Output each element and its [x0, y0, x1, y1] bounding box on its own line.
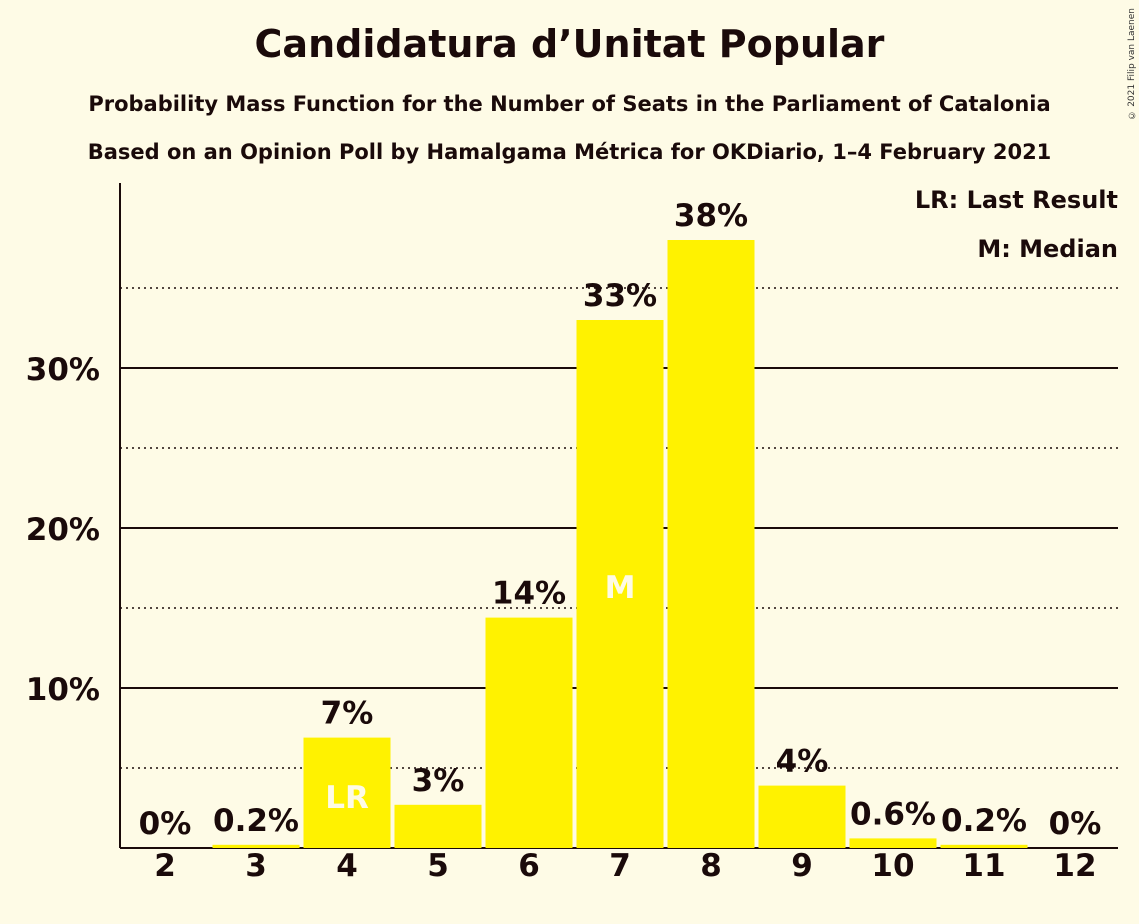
x-tick-label: 10 — [871, 848, 914, 884]
y-tick-label: 10% — [26, 672, 100, 708]
x-tick-label: 7 — [609, 848, 631, 884]
bar-value-label: 33% — [583, 278, 657, 314]
x-tick-label: 3 — [245, 848, 267, 884]
last-result-marker: LR — [325, 780, 369, 816]
x-tick-label: 4 — [336, 848, 358, 884]
bar — [212, 844, 300, 848]
bar — [485, 617, 573, 848]
bar-value-label: 0.6% — [850, 796, 936, 832]
x-tick-label: 11 — [962, 848, 1005, 884]
bar-value-label: 4% — [776, 744, 829, 780]
legend-median: M: Median — [977, 235, 1118, 263]
x-tick-label: 12 — [1053, 848, 1096, 884]
median-marker: M — [605, 570, 636, 606]
bar-value-label: 3% — [412, 763, 465, 799]
x-tick-label: 9 — [791, 848, 813, 884]
bar — [758, 785, 846, 848]
bar-value-label: 0% — [139, 806, 192, 842]
x-tick-label: 5 — [427, 848, 449, 884]
bar-value-label: 38% — [674, 198, 748, 234]
x-tick-label: 8 — [700, 848, 722, 884]
bar-value-label: 0% — [1049, 806, 1102, 842]
bar — [576, 320, 664, 848]
x-tick-label: 6 — [518, 848, 540, 884]
legend-last-result: LR: Last Result — [915, 186, 1118, 214]
x-tick-label: 2 — [154, 848, 176, 884]
bar-value-label: 14% — [492, 576, 566, 612]
bar-value-label: 0.2% — [941, 803, 1027, 839]
bar — [940, 844, 1028, 848]
y-tick-label: 20% — [26, 512, 100, 548]
bar — [849, 838, 937, 848]
bar-value-label: 0.2% — [213, 803, 299, 839]
bar — [667, 240, 755, 848]
bar-value-label: 7% — [321, 696, 374, 732]
chart-title: Candidatura d’Unitat Popular — [254, 22, 885, 66]
bar — [394, 804, 482, 848]
y-tick-label: 30% — [26, 352, 100, 388]
bar — [303, 737, 391, 848]
chart-source: Based on an Opinion Poll by Hamalgama Mé… — [87, 140, 1052, 164]
chart-subtitle: Probability Mass Function for the Number… — [88, 92, 1051, 116]
